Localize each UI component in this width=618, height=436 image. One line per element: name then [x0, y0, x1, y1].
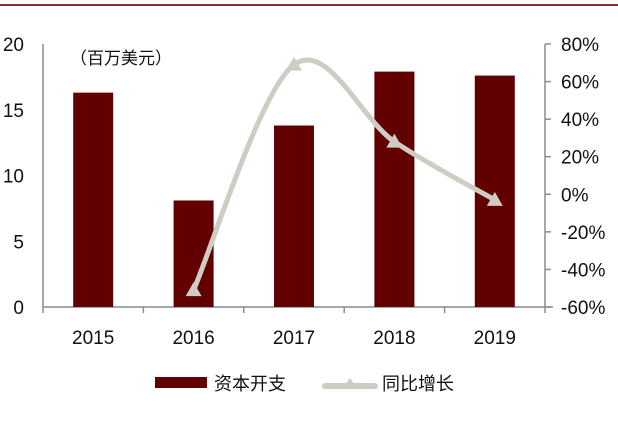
unit-label: （百万美元）: [70, 49, 172, 69]
bars: [73, 71, 515, 308]
right-tick-label: 40%: [561, 110, 599, 131]
growth-line: [185, 56, 503, 297]
legend-triangle-icon: [344, 378, 356, 387]
labels: 0 5 10 15 20 -60% -40% -20% 0% 20% 40% 60% 80% 2015 20…: [3, 35, 606, 349]
growth-line-path: [191, 57, 498, 293]
legend: 资本开支 同比增长: [155, 374, 454, 395]
x-tick-label: 2017: [273, 328, 315, 349]
triangle-marker-icon: [185, 282, 202, 297]
right-tick-label: 0%: [561, 185, 589, 206]
axes: [42, 43, 553, 313]
bar-2015: [73, 92, 114, 307]
triangle-marker-icon: [286, 56, 302, 71]
right-tick-label: 60%: [561, 73, 599, 94]
triangle-marker-icon: [386, 133, 403, 148]
legend-line-label: 同比增长: [382, 374, 454, 395]
left-tick-label: 10: [3, 167, 24, 188]
right-tick-label: 20%: [561, 148, 599, 169]
right-tick-label: 80%: [561, 35, 599, 56]
x-tick-label: 2019: [474, 328, 516, 349]
right-tick-label: -60%: [561, 298, 605, 319]
right-tick-label: -40%: [561, 260, 605, 281]
left-tick-label: 0: [13, 298, 24, 319]
left-tick-label: 15: [3, 101, 24, 122]
top-border-line: [0, 4, 618, 6]
left-tick-label: 5: [13, 232, 24, 253]
left-tick-label: 20: [3, 35, 24, 56]
x-tick-label: 2015: [72, 328, 114, 349]
legend-bar-swatch: [155, 377, 207, 388]
x-tick-label: 2018: [373, 328, 415, 349]
triangle-marker-icon: [486, 191, 503, 206]
bar-2018: [374, 71, 415, 308]
legend-bar-label: 资本开支: [214, 374, 286, 395]
bar-2017: [274, 125, 314, 307]
x-tick-label: 2016: [172, 328, 214, 349]
right-tick-label: -20%: [561, 223, 605, 244]
